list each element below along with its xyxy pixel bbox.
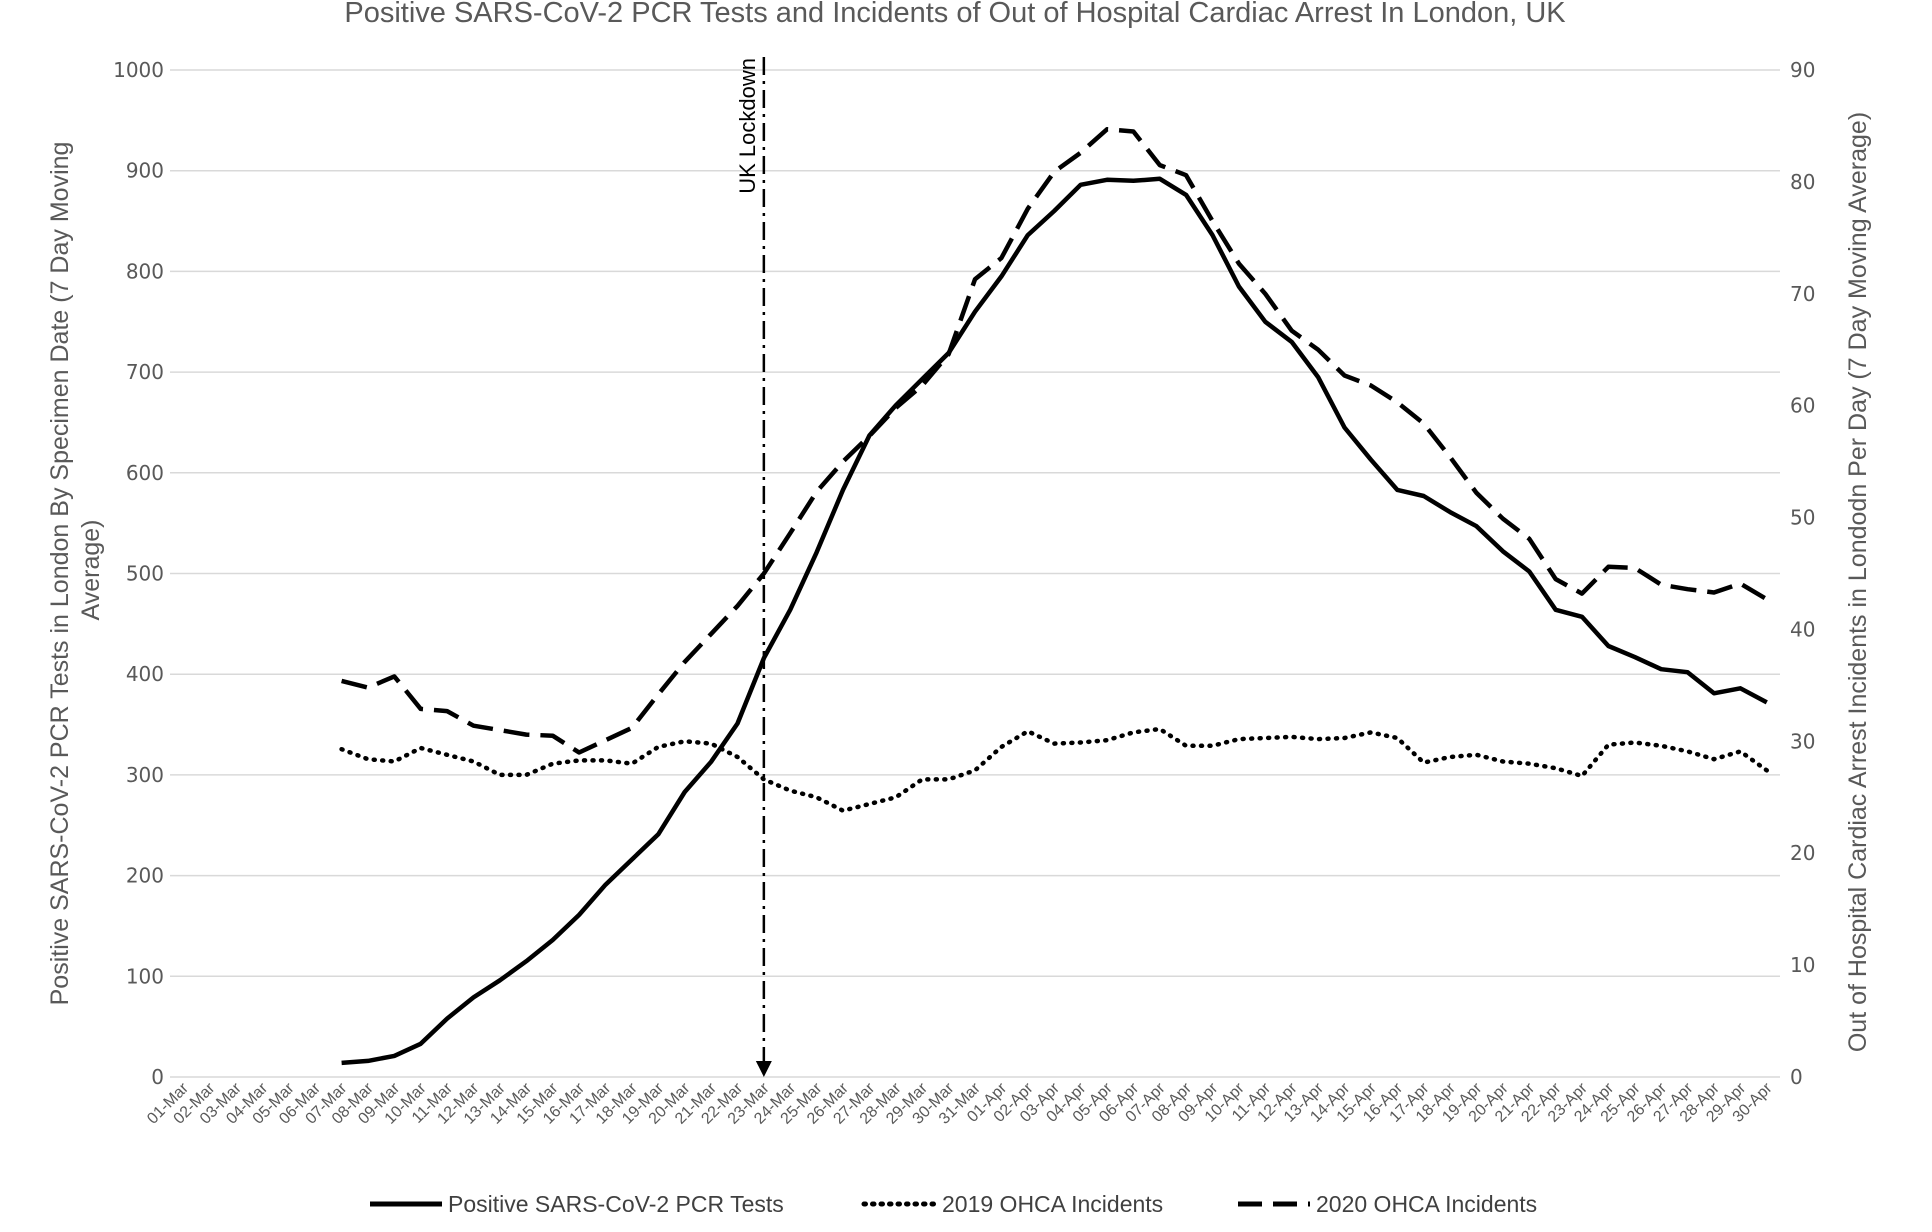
- legend-item-2019-ohca: 2019 OHCA Incidents: [861, 1191, 1163, 1217]
- right-tick-40: 40: [1790, 617, 1815, 641]
- left-tick-400: 400: [126, 662, 164, 686]
- gridlines: [170, 69, 1780, 1078]
- left-axis-label-line-2: Average): [77, 520, 105, 621]
- left-tick-700: 700: [126, 360, 164, 384]
- legend-label-pcr-tests: Positive SARS-CoV-2 PCR Tests: [448, 1191, 784, 1217]
- right-tick-70: 70: [1790, 282, 1815, 306]
- left-axis-ticks: 0 100 200 300 400 500 600 700 800 900 1000: [113, 58, 164, 1089]
- left-tick-900: 900: [126, 159, 164, 183]
- right-tick-80: 80: [1790, 170, 1815, 194]
- legend-item-2020-ohca: 2020 OHCA Incidents: [1238, 1191, 1537, 1217]
- right-axis-label: Out of Hospital Cardiac Arrest Incidents…: [1844, 112, 1872, 1052]
- series-lines: [339, 127, 1770, 1066]
- legend-label-2019-ohca: 2019 OHCA Incidents: [942, 1191, 1163, 1217]
- left-tick-300: 300: [126, 763, 164, 787]
- lockdown-annotation: UK Lockdown: [735, 57, 772, 1077]
- chart-title: Positive SARS-CoV-2 PCR Tests and Incide…: [344, 0, 1566, 29]
- left-tick-1000: 1000: [113, 58, 164, 82]
- series-line-dashed: [341, 127, 1768, 755]
- left-tick-800: 800: [126, 259, 164, 283]
- right-tick-50: 50: [1790, 506, 1815, 530]
- left-tick-500: 500: [126, 562, 164, 586]
- x-axis-ticks: 01-Mar02-Mar03-Mar04-Mar05-Mar06-Mar07-M…: [144, 1079, 1776, 1127]
- left-axis-label-line-1: Positive SARS-CoV-2 PCR Tests in London …: [46, 142, 74, 1006]
- right-tick-10: 10: [1790, 953, 1815, 977]
- right-tick-30: 30: [1790, 729, 1815, 753]
- series-line-dotted: [339, 726, 1770, 813]
- left-tick-600: 600: [126, 461, 164, 485]
- right-tick-60: 60: [1790, 394, 1815, 418]
- right-tick-0: 0: [1790, 1065, 1803, 1089]
- lockdown-arrow-icon: [755, 1061, 772, 1077]
- lockdown-label: UK Lockdown: [735, 58, 760, 194]
- series-line-solid: [341, 176, 1768, 1066]
- left-tick-100: 100: [126, 964, 164, 988]
- legend: Positive SARS-CoV-2 PCR Tests 2019 OHCA …: [370, 1191, 1537, 1217]
- left-tick-0: 0: [151, 1065, 164, 1089]
- right-tick-20: 20: [1790, 841, 1815, 865]
- legend-item-pcr-tests: Positive SARS-CoV-2 PCR Tests: [370, 1191, 784, 1217]
- left-axis-label: Positive SARS-CoV-2 PCR Tests in London …: [46, 135, 105, 1006]
- legend-label-2020-ohca: 2020 OHCA Incidents: [1316, 1191, 1537, 1217]
- right-axis-ticks: 0 10 20 30 40 50 60 70 80 90: [1790, 58, 1815, 1089]
- right-tick-90: 90: [1790, 58, 1815, 82]
- left-tick-200: 200: [126, 864, 164, 888]
